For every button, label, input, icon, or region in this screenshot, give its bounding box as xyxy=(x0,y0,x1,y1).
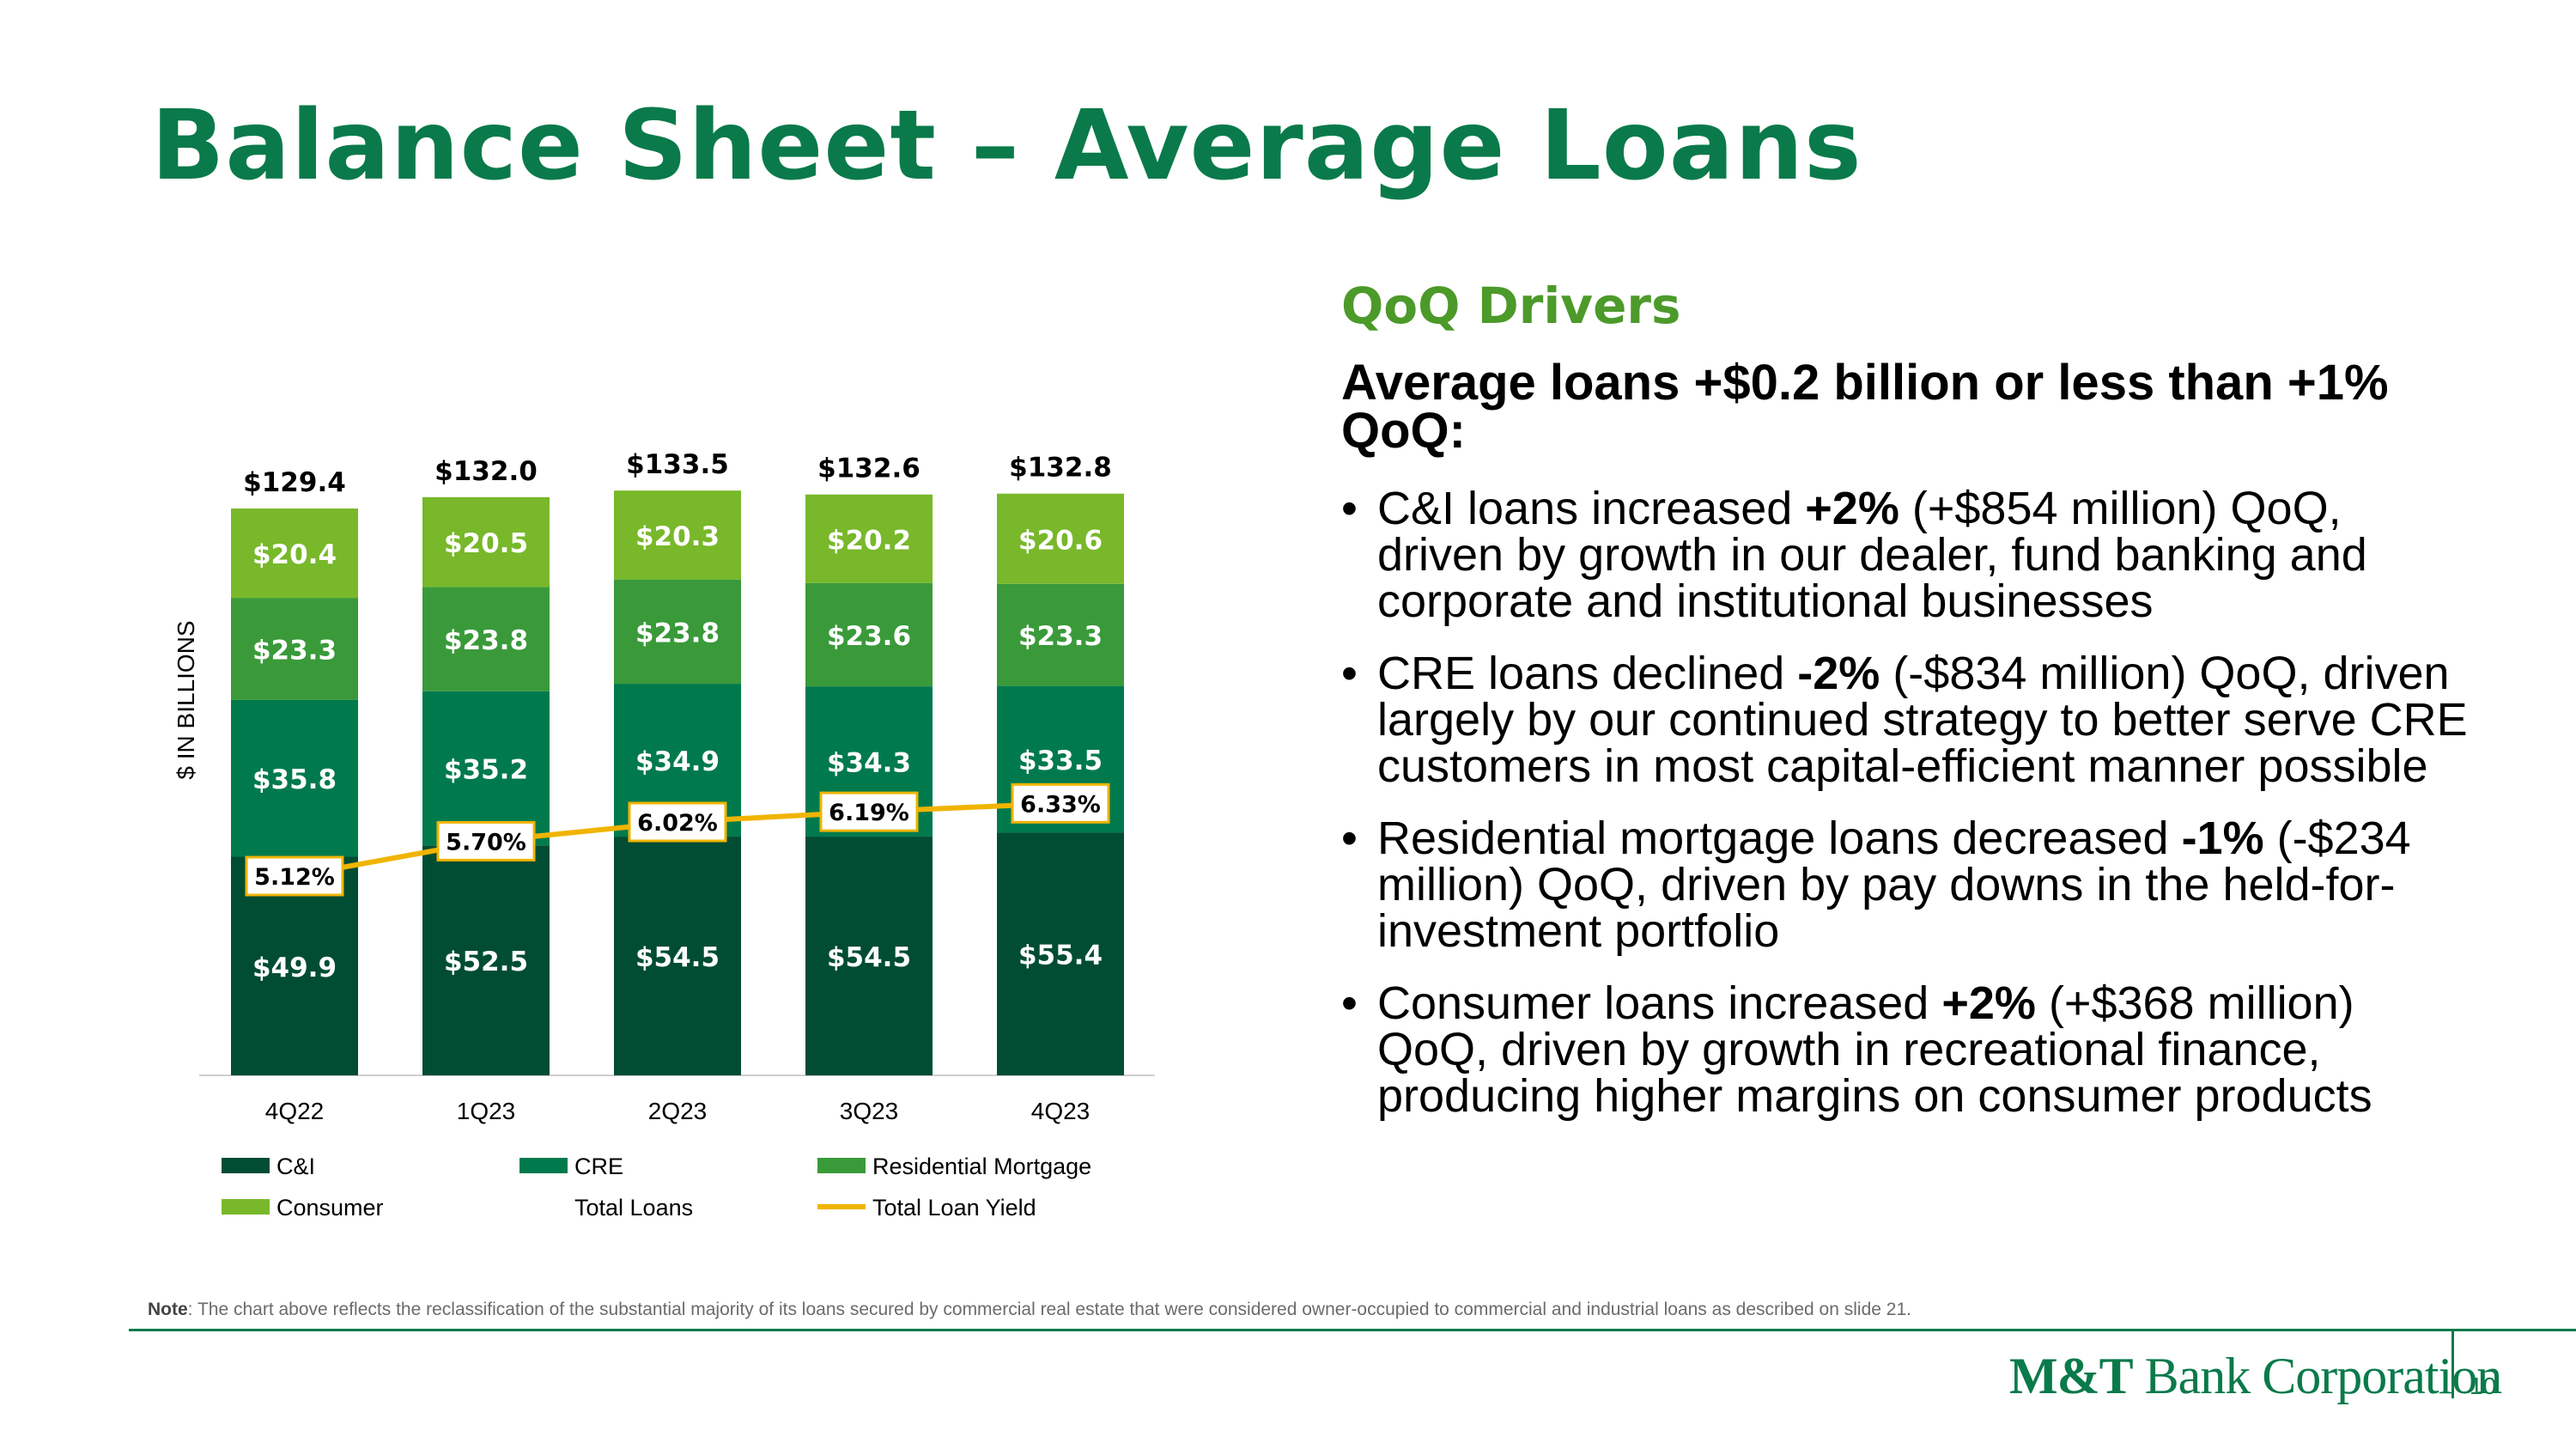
bar-residential-mortgage-4q23 xyxy=(997,583,1124,686)
yield-label-box xyxy=(819,791,919,832)
total-label: $132.8 xyxy=(1009,453,1112,484)
y-axis-label: $ IN BILLIONS xyxy=(173,620,199,779)
data-label: $35.2 xyxy=(444,754,528,785)
driver-bullet-consumer: • Consumer loans increased +2% (+$368 mil… xyxy=(1341,977,2372,1122)
footnote: Note: The chart above reflects the recla… xyxy=(148,1300,1911,1319)
yield-label: 5.12% xyxy=(254,864,335,891)
data-label: $23.8 xyxy=(635,618,720,648)
data-label: $20.6 xyxy=(1018,525,1103,556)
data-label: $34.3 xyxy=(827,748,911,779)
bar-c-i-4q23 xyxy=(997,832,1124,1075)
total-label: $132.0 xyxy=(434,456,538,487)
bar-consumer-2q23 xyxy=(614,490,741,580)
bar-consumer-4q23 xyxy=(997,493,1124,584)
bullet-dot-icon: • xyxy=(1341,977,1358,1029)
stacked-bar-chart: $ IN BILLIONS $49.9 $35.8 $23.3 $20.4 $129.4 4… xyxy=(173,449,1155,1221)
bar-consumer-4q22 xyxy=(231,508,358,599)
legend-ci-swatch xyxy=(222,1158,270,1173)
legend-ci-text: C&I xyxy=(276,1154,315,1179)
bar-residential-mortgage-1q23 xyxy=(422,587,550,691)
bar-residential-mortgage-2q23 xyxy=(614,579,741,685)
x-tick-label: 2Q23 xyxy=(648,1098,708,1124)
data-label: $20.4 xyxy=(252,539,337,570)
legend-cre-swatch xyxy=(519,1158,568,1173)
company-logo: M&T Bank Corporation xyxy=(2009,1348,2502,1404)
data-label: $20.3 xyxy=(635,521,720,552)
total-label: $129.4 xyxy=(243,467,346,498)
total-label: $133.5 xyxy=(626,449,729,480)
driver-bullet-residential: • Residential mortgage loans decreased -1… xyxy=(1341,813,2411,957)
data-label: $23.3 xyxy=(252,636,337,667)
yield-label-box xyxy=(436,820,536,861)
legend-total-loan-yield-swatch xyxy=(817,1204,866,1209)
x-tick-label: 1Q23 xyxy=(457,1098,516,1124)
data-label: $54.5 xyxy=(827,942,911,973)
driver-bullet-ci: • C&I loans increased +2% (+$854 million)… xyxy=(1341,483,2367,627)
legend-total-loan-yield-text: Total Loan Yield xyxy=(872,1195,1036,1221)
data-label: $23.8 xyxy=(444,625,528,656)
driver-bullet-cre: • CRE loans declined -2% (-$834 million) … xyxy=(1341,648,2468,792)
bullet-dot-icon: • xyxy=(1341,813,1358,864)
drivers-heading: QoQ Drivers xyxy=(1341,277,1681,335)
bar-c-i-2q23 xyxy=(614,837,741,1075)
footer-divider xyxy=(129,1329,2576,1331)
bullet-dot-icon: • xyxy=(1341,483,1358,534)
data-label: $54.5 xyxy=(635,942,720,973)
data-label: $52.5 xyxy=(444,947,528,977)
data-label: $33.5 xyxy=(1018,746,1103,776)
bar-consumer-1q23 xyxy=(422,496,550,588)
data-label: $23.6 xyxy=(827,621,911,652)
data-label: $20.5 xyxy=(444,528,528,559)
bar-cre-1q23 xyxy=(422,691,550,846)
data-label: $23.3 xyxy=(1018,621,1103,652)
data-label: $49.9 xyxy=(252,953,337,983)
bar-residential-mortgage-3q23 xyxy=(805,582,933,687)
yield-label: 6.19% xyxy=(829,800,909,826)
bar-residential-mortgage-4q22 xyxy=(231,598,358,700)
page-number: 10 xyxy=(2470,1373,2497,1399)
bar-cre-4q22 xyxy=(231,699,358,857)
bar-c-i-1q23 xyxy=(422,845,550,1075)
legend-residential-mortgage-swatch xyxy=(817,1158,866,1173)
legend-total-loans-text: Total Loans xyxy=(574,1195,693,1221)
yield-label: 6.33% xyxy=(1020,791,1101,818)
x-tick-label: 3Q23 xyxy=(840,1098,899,1124)
data-label: $55.4 xyxy=(1018,941,1103,971)
total-label: $132.6 xyxy=(817,454,920,484)
x-tick-label: 4Q23 xyxy=(1031,1098,1091,1124)
bullet-dot-icon: • xyxy=(1341,648,1358,699)
data-label: $20.2 xyxy=(827,525,911,556)
legend-consumer-swatch xyxy=(222,1199,270,1215)
legend-cre-text: CRE xyxy=(574,1154,623,1179)
footer-separator xyxy=(2451,1330,2454,1398)
legend-consumer-text: Consumer xyxy=(276,1195,384,1221)
page-title: Balance Sheet – Average Loans xyxy=(151,90,1862,202)
yield-label-box xyxy=(1011,782,1110,824)
yield-label-box xyxy=(628,801,727,843)
bar-c-i-3q23 xyxy=(805,837,933,1075)
data-label: $34.9 xyxy=(635,746,720,777)
bar-consumer-3q23 xyxy=(805,494,933,583)
x-tick-label: 4Q22 xyxy=(265,1098,325,1124)
yield-label: 5.70% xyxy=(446,829,526,855)
drivers-subheading: Average loans +$0.2 billion or less than… xyxy=(1341,355,2389,459)
data-label: $35.8 xyxy=(252,764,337,795)
yield-label-box xyxy=(245,855,344,897)
yield-label: 6.02% xyxy=(637,810,718,837)
legend-residential-mortgage-text: Residential Mortgage xyxy=(872,1154,1091,1179)
drivers-list: • C&I loans increased +2% (+$854 million)… xyxy=(1341,485,2475,1145)
